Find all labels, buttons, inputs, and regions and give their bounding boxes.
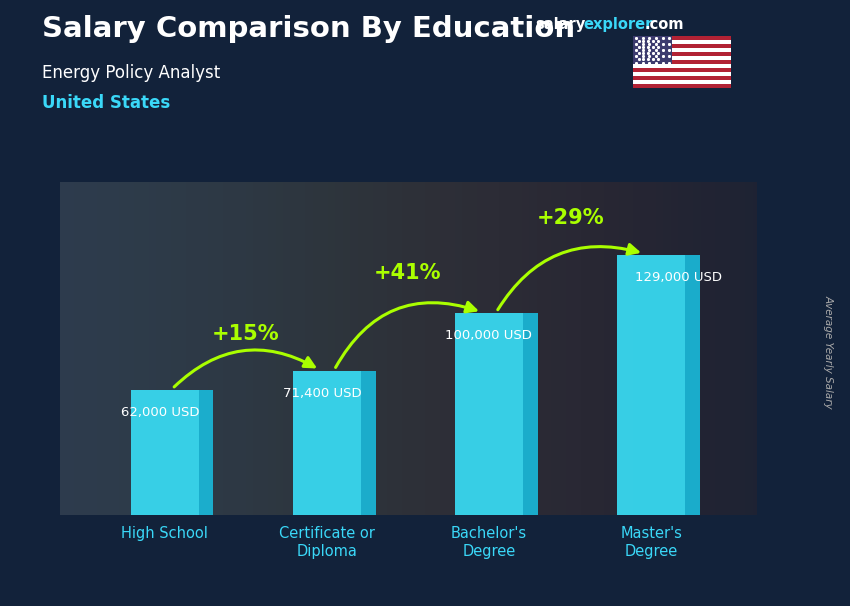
Bar <box>633 41 731 44</box>
FancyBboxPatch shape <box>617 255 685 515</box>
Bar <box>633 36 731 41</box>
Polygon shape <box>199 390 213 515</box>
FancyBboxPatch shape <box>455 313 523 515</box>
Text: Salary Comparison By Education: Salary Comparison By Education <box>42 15 575 43</box>
Bar <box>633 64 731 68</box>
Text: explorer: explorer <box>583 17 653 32</box>
Bar <box>633 72 731 76</box>
Text: +41%: +41% <box>374 264 442 284</box>
Text: 71,400 USD: 71,400 USD <box>283 387 362 400</box>
Bar <box>633 56 731 60</box>
Text: 129,000 USD: 129,000 USD <box>635 271 722 284</box>
Bar <box>633 36 672 64</box>
Text: salary: salary <box>536 17 586 32</box>
Text: Average Yearly Salary: Average Yearly Salary <box>824 295 834 408</box>
FancyBboxPatch shape <box>293 371 361 515</box>
Text: +29%: +29% <box>536 208 604 228</box>
Text: +15%: +15% <box>212 324 280 344</box>
Bar <box>633 80 731 84</box>
Polygon shape <box>361 371 376 515</box>
Text: Energy Policy Analyst: Energy Policy Analyst <box>42 64 221 82</box>
Polygon shape <box>685 255 700 515</box>
Bar <box>633 60 731 64</box>
Bar <box>633 68 731 72</box>
Bar <box>633 84 731 88</box>
Text: 100,000 USD: 100,000 USD <box>445 329 532 342</box>
Bar <box>633 52 731 56</box>
Text: .com: .com <box>644 17 683 32</box>
Bar <box>633 76 731 80</box>
Polygon shape <box>523 313 538 515</box>
Text: 62,000 USD: 62,000 USD <box>121 406 200 419</box>
Bar <box>633 44 731 48</box>
FancyBboxPatch shape <box>131 390 199 515</box>
Bar <box>633 48 731 52</box>
Text: United States: United States <box>42 94 171 112</box>
